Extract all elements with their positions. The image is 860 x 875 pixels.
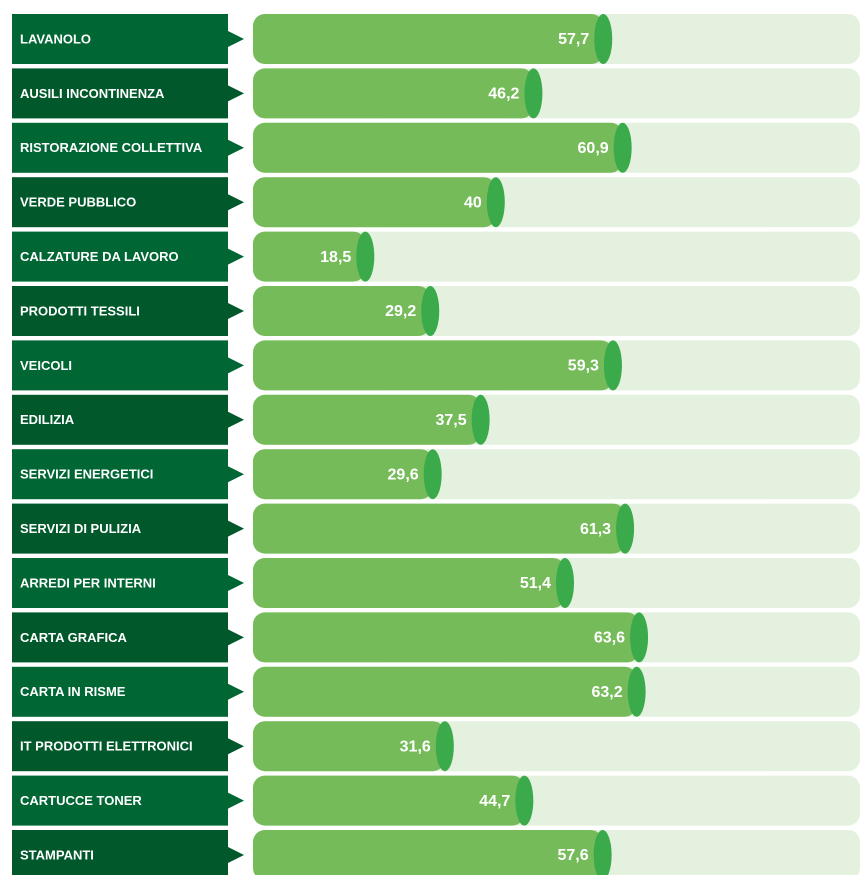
arrow — [228, 248, 244, 265]
bar-cap — [515, 775, 534, 826]
value-label: 29,6 — [388, 466, 419, 483]
bar — [253, 14, 604, 64]
category-label: VEICOLI — [20, 358, 72, 373]
bar-cap — [630, 612, 649, 663]
track — [253, 231, 860, 282]
label-box — [12, 14, 228, 64]
bar — [253, 231, 366, 282]
arrow — [228, 520, 244, 537]
value-label: 59,3 — [568, 358, 599, 375]
bar-cap — [486, 177, 505, 228]
bar — [253, 449, 433, 500]
label-box — [12, 286, 228, 336]
bar-cap — [423, 449, 442, 500]
value-label: 18,5 — [320, 249, 351, 266]
bar — [253, 122, 623, 173]
arrow — [228, 575, 244, 591]
label-box — [12, 231, 228, 282]
bar — [253, 340, 613, 391]
value-label: 40 — [464, 194, 482, 211]
arrow — [228, 139, 244, 156]
label-box — [12, 558, 228, 608]
label-box — [12, 394, 228, 445]
bar — [253, 612, 640, 663]
bar-cap — [435, 721, 454, 772]
arrow — [228, 357, 244, 374]
category-label: RISTORAZIONE COLLETTIVA — [20, 140, 203, 155]
category-label: CARTA IN RISME — [20, 684, 126, 699]
bar-cap — [524, 68, 543, 119]
arrow — [228, 738, 244, 755]
label-box — [12, 449, 228, 500]
category-label: SERVIZI DI PULIZIA — [20, 521, 142, 536]
value-label: 44,7 — [479, 793, 510, 810]
bar-cap — [471, 394, 490, 445]
value-label: 31,6 — [400, 738, 431, 755]
bar — [253, 721, 445, 772]
value-label: 29,2 — [385, 303, 416, 320]
bar-cap — [627, 666, 646, 717]
bar — [253, 68, 534, 119]
arrow — [228, 303, 244, 319]
category-label: EDILIZIA — [20, 412, 75, 427]
value-label: 63,6 — [594, 630, 625, 647]
bar — [253, 286, 431, 336]
value-label: 60,9 — [578, 140, 609, 157]
label-box — [12, 177, 228, 228]
category-label: CARTUCCE TONER — [20, 793, 142, 808]
bar — [253, 666, 637, 717]
bar-cap — [613, 122, 632, 173]
bar — [253, 775, 525, 826]
category-label: PRODOTTI TESSILI — [20, 303, 140, 318]
category-label: AUSILI INCONTINENZA — [20, 86, 165, 101]
category-label: CARTA GRAFICA — [20, 630, 127, 645]
value-label: 57,6 — [557, 847, 588, 864]
label-box — [12, 612, 228, 663]
category-label: IT PRODOTTI ELETTRONICI — [20, 739, 193, 754]
label-box — [12, 68, 228, 119]
bar-cap — [603, 340, 622, 391]
bar — [253, 558, 565, 608]
bar — [253, 503, 626, 554]
arrow — [228, 683, 244, 700]
bar — [253, 394, 481, 445]
arrow — [228, 629, 244, 646]
category-label: SERVIZI ENERGETICI — [20, 467, 153, 482]
arrow — [228, 466, 244, 483]
arrow — [228, 792, 244, 809]
arrow — [228, 194, 244, 211]
bar — [253, 830, 603, 875]
bar-cap — [421, 286, 440, 336]
bar-cap — [594, 14, 613, 64]
value-label: 46,2 — [488, 86, 519, 103]
arrow — [228, 31, 244, 47]
arrow — [228, 411, 244, 428]
bar-cap — [616, 503, 635, 554]
label-box — [12, 721, 228, 772]
value-label: 61,3 — [580, 521, 611, 538]
label-box — [12, 340, 228, 391]
value-label: 37,5 — [435, 412, 466, 429]
value-label: 63,2 — [591, 684, 622, 701]
arrow — [228, 85, 244, 102]
category-label: CALZATURE DA LAVORO — [20, 249, 179, 264]
bar — [253, 177, 496, 228]
label-box — [12, 775, 228, 826]
category-label: LAVANOLO — [20, 31, 91, 46]
value-label: 57,7 — [558, 31, 589, 48]
bar-cap — [555, 558, 574, 608]
bar-cap — [593, 830, 612, 875]
category-label: VERDE PUBBLICO — [20, 195, 136, 210]
arrow — [228, 847, 244, 863]
label-box — [12, 122, 228, 173]
value-label: 51,4 — [520, 575, 551, 592]
category-label: ARREDI PER INTERNI — [20, 575, 156, 590]
label-box — [12, 830, 228, 875]
category-label: STAMPANTI — [20, 847, 94, 862]
bar-cap — [356, 231, 375, 282]
label-box — [12, 503, 228, 554]
label-box — [12, 666, 228, 717]
